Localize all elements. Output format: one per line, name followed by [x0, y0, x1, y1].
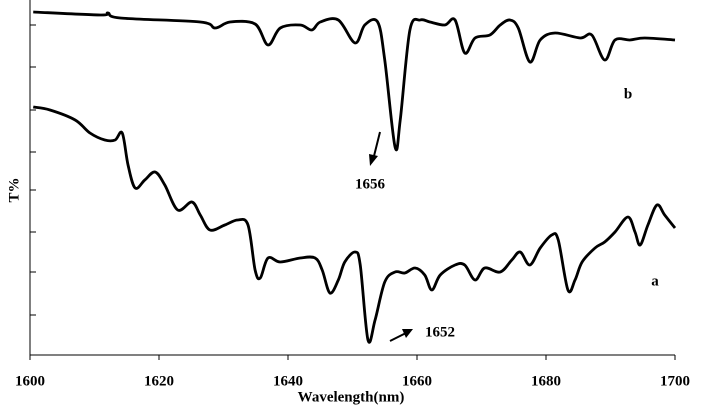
y-axis-label: T%: [6, 177, 22, 202]
annotation-arrow-head: [369, 154, 378, 166]
spectrum-line: [33, 10, 676, 152]
x-tick-label: 1680: [531, 373, 561, 389]
x-tick-label: 1640: [273, 373, 303, 389]
x-tick-label: 1600: [15, 373, 45, 389]
annotation: 1656: [355, 176, 386, 192]
x-tick-label: 1660: [402, 373, 432, 389]
y-ticks: [30, 24, 36, 316]
x-tick-label: 1620: [144, 373, 174, 389]
series-label: a: [651, 273, 659, 289]
annotation-arrow-head: [402, 329, 413, 338]
annotation-arrow: [389, 332, 407, 342]
annotation: 1652: [425, 324, 455, 340]
spectrum-line: [32, 105, 677, 344]
x-axis-label: Wavelength(nm): [298, 389, 405, 405]
series-label: b: [624, 86, 632, 102]
x-tick-label: 1700: [660, 373, 690, 389]
